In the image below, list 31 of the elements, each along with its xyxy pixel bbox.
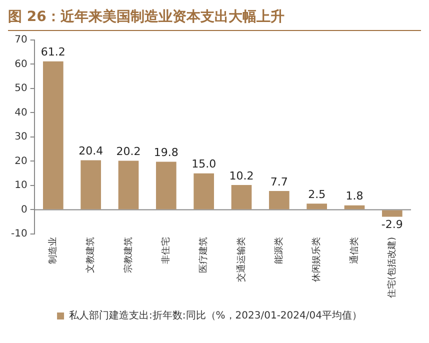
y-tick-label: 0 bbox=[20, 204, 28, 216]
chart-title: 图 26：近年来美国制造业资本支出大幅上升 bbox=[8, 8, 421, 31]
text: -2.9 bbox=[381, 218, 403, 232]
text: 10.2 bbox=[229, 169, 254, 182]
text: 20.4 bbox=[78, 144, 104, 158]
y-tick-label: 70 bbox=[14, 34, 28, 46]
x-tick-label: 住宅(包括改建) bbox=[386, 236, 398, 298]
x-tick-label: 休闲娱乐类 bbox=[311, 236, 322, 282]
y-tick-label: -10 bbox=[10, 228, 28, 240]
x-tick-label: 宗教建筑 bbox=[122, 236, 134, 273]
x-tick-label: 医疗建筑 bbox=[198, 236, 210, 273]
y-tick-label: 20 bbox=[14, 156, 28, 167]
text: 61.2 bbox=[40, 46, 66, 59]
text: 2.5 bbox=[308, 188, 326, 202]
text: 20.2 bbox=[116, 145, 141, 158]
y-tick-label: 10 bbox=[14, 180, 28, 192]
x-tick-label: 非住宅 bbox=[160, 236, 172, 264]
text: 15.0 bbox=[192, 158, 216, 171]
text: 1.8 bbox=[346, 190, 364, 203]
x-tick-label: 制造业 bbox=[48, 236, 59, 264]
x-tick-label: 能源类 bbox=[274, 236, 285, 264]
y-tick-label: 30 bbox=[14, 132, 28, 143]
y-tick-label: 40 bbox=[14, 107, 28, 118]
text: 7.7 bbox=[270, 175, 288, 188]
y-tick-label: 50 bbox=[14, 83, 28, 94]
x-tick-label: 通信类 bbox=[348, 236, 360, 264]
x-tick-label: 文教建筑 bbox=[85, 236, 96, 273]
x-tick-label: 交通运输类 bbox=[236, 236, 247, 282]
text: 19.8 bbox=[154, 146, 178, 160]
y-tick-label: 60 bbox=[14, 58, 28, 70]
legend-label: 私人部门建造支出:折年数:同比（%，2023/01-2024/04平均值） bbox=[69, 310, 362, 322]
